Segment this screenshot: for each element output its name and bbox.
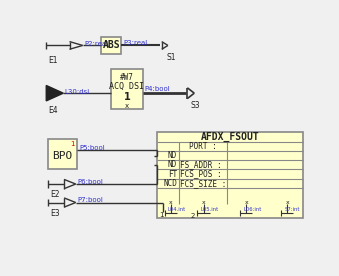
Text: L30:dsi: L30:dsi: [65, 89, 90, 95]
Text: x: x: [244, 200, 248, 205]
Text: L05.int: L05.int: [200, 207, 219, 212]
Text: FS_ADDR :: FS_ADDR :: [180, 160, 222, 169]
Text: P3:real: P3:real: [123, 40, 147, 46]
Text: NCD: NCD: [163, 179, 177, 188]
Text: ND: ND: [168, 151, 177, 160]
Bar: [101, 37, 121, 54]
Text: BPO: BPO: [53, 151, 73, 161]
Text: S3: S3: [191, 101, 200, 110]
Text: S7:int: S7:int: [284, 207, 300, 212]
Text: E4: E4: [48, 106, 58, 115]
Text: 2: 2: [191, 213, 195, 219]
Text: 1: 1: [123, 92, 130, 102]
Text: FCS_POS :: FCS_POS :: [180, 169, 222, 179]
Text: ACQ DSI: ACQ DSI: [109, 82, 144, 91]
Text: L06:int: L06:int: [243, 207, 261, 212]
Text: x: x: [169, 200, 173, 205]
Text: P5:bool: P5:bool: [80, 145, 105, 151]
Text: FT: FT: [168, 169, 177, 179]
Text: P7:bool: P7:bool: [77, 197, 103, 203]
Text: P6:bool: P6:bool: [77, 179, 103, 185]
Bar: [157, 132, 303, 218]
Polygon shape: [46, 86, 63, 101]
Text: FCS_SIZE :: FCS_SIZE :: [180, 179, 226, 188]
Text: x: x: [285, 200, 289, 205]
Text: E3: E3: [50, 209, 60, 218]
Text: S1: S1: [166, 53, 176, 62]
Bar: [111, 69, 143, 109]
Text: ABS: ABS: [102, 41, 120, 51]
Text: 1: 1: [159, 212, 164, 218]
Text: AFDX_FSOUT: AFDX_FSOUT: [201, 132, 259, 142]
Text: P2:real: P2:real: [84, 41, 108, 47]
Text: E2: E2: [50, 190, 60, 199]
Text: P4:bool: P4:bool: [145, 86, 171, 92]
Bar: [48, 139, 77, 169]
Text: PORT :: PORT :: [189, 142, 217, 151]
Text: ND: ND: [168, 160, 177, 169]
Text: x: x: [202, 200, 205, 205]
Text: E1: E1: [48, 56, 58, 65]
Text: x: x: [125, 103, 129, 109]
Text: L04.int: L04.int: [168, 207, 186, 212]
Text: #W7: #W7: [120, 73, 134, 81]
Text: 1: 1: [71, 141, 75, 147]
